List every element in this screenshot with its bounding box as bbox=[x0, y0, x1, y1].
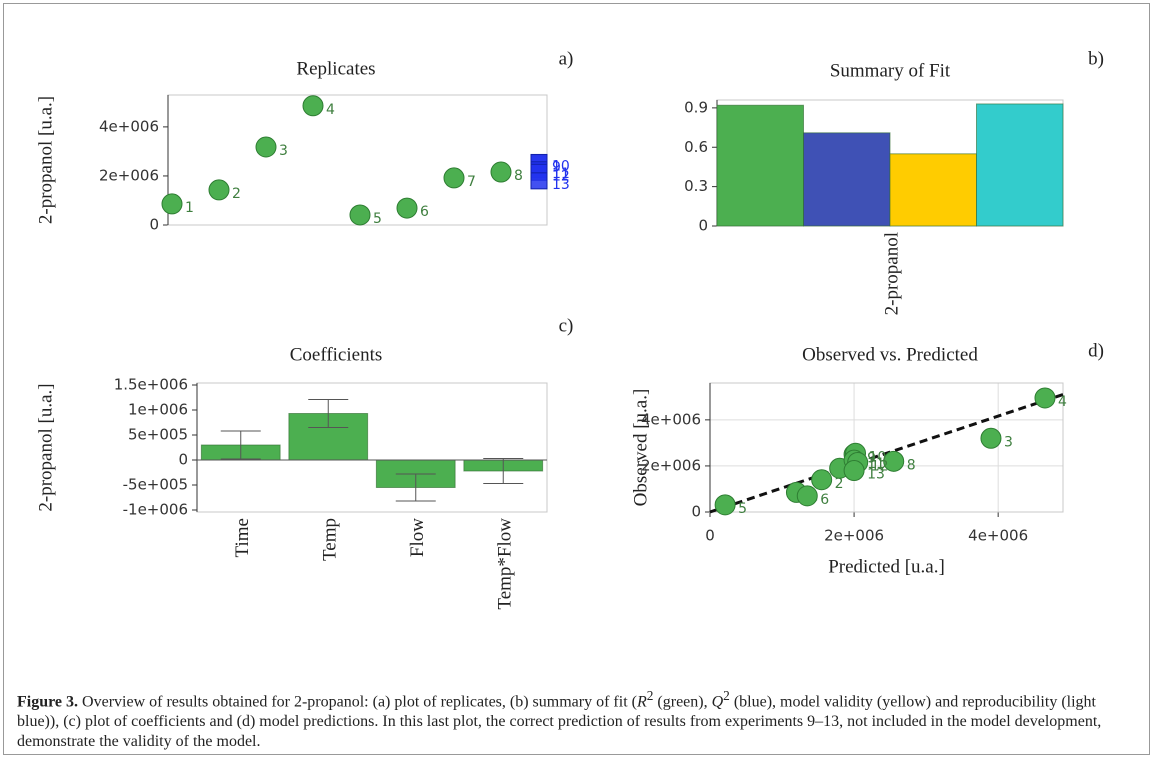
y-tick-label: 0.9 bbox=[684, 98, 708, 116]
point bbox=[980, 427, 1002, 449]
point-label: 10 bbox=[869, 449, 887, 465]
point-label: 1 bbox=[185, 200, 194, 216]
y-axis-label: 2-propanol [u.a.] bbox=[35, 96, 56, 224]
point-label: 7 bbox=[467, 174, 476, 190]
point-label: 8 bbox=[907, 457, 916, 473]
caption-text: (green), bbox=[653, 693, 712, 711]
y-tick-label: 0.3 bbox=[684, 177, 708, 195]
figure-frame bbox=[3, 3, 1150, 755]
caption-text: (blue), model validity (yellow) and repr… bbox=[17, 693, 1102, 751]
point-label: 11 bbox=[867, 456, 885, 472]
x-tick-label: 0 bbox=[705, 527, 715, 545]
y-axis-label: Observed [u.a.] bbox=[630, 389, 651, 507]
caption-sup: 2 bbox=[646, 688, 654, 703]
y-tick-label: 4e+006 bbox=[99, 117, 159, 135]
panel-label: c) bbox=[559, 315, 574, 336]
caption: Figure 3. Overview of results obtained f… bbox=[17, 686, 1142, 752]
point bbox=[883, 450, 905, 472]
bar bbox=[716, 104, 804, 227]
x-tick-label: Flow bbox=[407, 518, 428, 557]
point-label: 10 bbox=[552, 158, 570, 174]
point bbox=[843, 460, 865, 482]
point-label: 12 bbox=[871, 458, 889, 474]
point bbox=[811, 469, 833, 491]
chart-title: Replicates bbox=[296, 58, 375, 79]
point bbox=[443, 167, 465, 189]
point-label: 5 bbox=[373, 211, 382, 227]
y-tick-label: 0 bbox=[698, 217, 708, 235]
y-tick-label: 0.6 bbox=[684, 138, 708, 156]
point-label: 8 bbox=[514, 168, 523, 184]
point-label: 6 bbox=[420, 204, 429, 220]
bar bbox=[976, 103, 1064, 227]
bar bbox=[889, 153, 977, 227]
y-tick-label: -5e+005 bbox=[123, 476, 188, 494]
fit-line bbox=[709, 393, 1064, 514]
x-tick-label: Time bbox=[232, 518, 253, 557]
panel-label: d) bbox=[1088, 340, 1104, 361]
point bbox=[255, 136, 277, 158]
point-label: 3 bbox=[1004, 434, 1013, 450]
x-axis-label: Predicted [u.a.] bbox=[828, 556, 945, 577]
chart-title: Summary of Fit bbox=[830, 60, 951, 81]
caption-symbol: R bbox=[636, 693, 647, 711]
y-tick-label: 1e+006 bbox=[128, 401, 188, 419]
y-tick-label: 0 bbox=[691, 503, 701, 521]
caption-symbol: Q bbox=[711, 693, 724, 711]
point-label: 2 bbox=[232, 186, 241, 202]
point-label: 5 bbox=[738, 501, 747, 517]
y-tick-label: 0 bbox=[149, 216, 159, 234]
point bbox=[349, 204, 371, 226]
x-tick-label: 2e+006 bbox=[824, 527, 884, 545]
y-tick-label: 2e+006 bbox=[641, 456, 701, 474]
figure: Replicates a) 2-propanol [u.a.] 0 2e+006 4e+0… bbox=[35, 48, 1104, 610]
bar bbox=[803, 132, 891, 227]
point-label: 4 bbox=[326, 102, 335, 118]
point-label: 11 bbox=[552, 166, 570, 182]
point-label: 13 bbox=[867, 467, 885, 483]
point-label: 9 bbox=[867, 450, 876, 466]
y-tick-label: 0 bbox=[178, 451, 188, 469]
y-tick-label: 5e+005 bbox=[128, 426, 188, 444]
point bbox=[161, 193, 183, 215]
x-tick-label: Temp*Flow bbox=[495, 518, 516, 610]
x-tick-label: 2-propanol bbox=[881, 232, 902, 315]
point bbox=[396, 197, 418, 219]
point bbox=[208, 179, 230, 201]
x-tick-label: 4e+006 bbox=[968, 527, 1028, 545]
panel-label: a) bbox=[559, 48, 574, 69]
chart-title: Observed vs. Predicted bbox=[802, 344, 978, 365]
point-label: 2 bbox=[835, 476, 844, 492]
chart-title: Coefficients bbox=[290, 344, 383, 365]
point bbox=[530, 172, 548, 190]
point-label: 6 bbox=[820, 492, 829, 508]
caption-label: Figure 3. bbox=[17, 693, 79, 711]
caption-text: Overview of results obtained for 2-propa… bbox=[78, 693, 637, 711]
y-tick-label: 4e+006 bbox=[641, 410, 701, 428]
y-axis-label: 2-propanol [u.a.] bbox=[35, 383, 56, 511]
point-label: 9 bbox=[552, 160, 561, 176]
point-label: 13 bbox=[552, 177, 570, 193]
x-tick-label: Temp bbox=[320, 518, 341, 561]
point bbox=[796, 485, 818, 507]
point-label: 4 bbox=[1058, 394, 1067, 410]
panel-label: b) bbox=[1088, 48, 1104, 69]
y-tick-label: 1.5e+006 bbox=[114, 376, 188, 394]
point-label: 12 bbox=[552, 168, 570, 184]
point bbox=[714, 494, 736, 516]
point-label: 3 bbox=[279, 143, 288, 159]
point bbox=[302, 95, 324, 117]
caption-sup: 2 bbox=[723, 688, 730, 703]
y-tick-label: -1e+006 bbox=[123, 501, 188, 519]
point bbox=[1034, 387, 1056, 409]
y-tick-label: 2e+006 bbox=[99, 166, 159, 184]
point bbox=[490, 161, 512, 183]
